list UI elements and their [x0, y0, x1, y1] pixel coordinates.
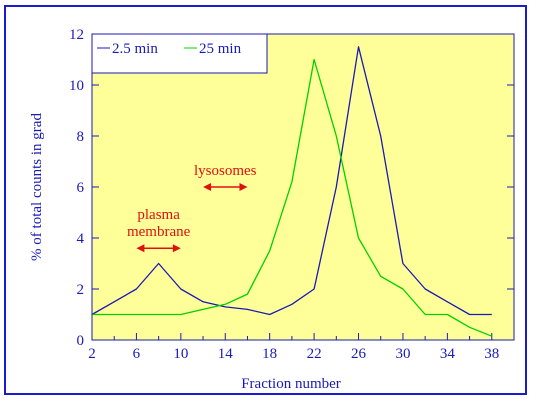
x-tick-label: 26 [351, 346, 367, 362]
y-axis-label: % of total counts in grad [29, 113, 45, 261]
annotation-label: lysosomes [194, 163, 257, 179]
x-tick-label: 38 [484, 346, 499, 362]
y-tick-label: 0 [77, 333, 85, 349]
legend-box [91, 33, 268, 74]
x-axis-ticks: 2 6 10 14 18 22 26 30 34 38 [88, 333, 515, 362]
y-tick-label: 8 [77, 129, 85, 145]
plot-area [92, 34, 514, 340]
x-tick-label: 34 [440, 346, 456, 362]
y-axis-ticks: 0 2 4 6 8 10 12 [69, 27, 514, 349]
legend-label-2-5-min: 2.5 min [112, 41, 158, 57]
x-tick-label: 30 [395, 346, 410, 362]
annotation-label: plasma [137, 207, 180, 223]
annotation-arrow-head-left [136, 244, 145, 253]
x-tick-label: 6 [133, 346, 141, 362]
y-tick-label: 10 [69, 78, 84, 94]
x-tick-label: 10 [173, 346, 188, 362]
y-tick-label: 12 [69, 27, 84, 43]
chart-frame: 0 2 4 6 8 10 12 2 6 10 14 18 22 26 30 34 38 lysosomes pl… [4, 5, 527, 395]
legend: 2.5 min 25 min [91, 33, 268, 74]
legend-label-25-min: 25 min [199, 41, 242, 57]
annotation-arrow-head-left [203, 183, 212, 191]
y-tick-label: 6 [77, 180, 85, 196]
x-tick-label: 18 [262, 346, 277, 362]
y-tick-label: 2 [77, 282, 85, 298]
x-axis-label: Fraction number [241, 376, 341, 392]
x-tick-label: 2 [88, 346, 96, 362]
x-tick-label: 22 [307, 346, 322, 362]
series-line-2-5-min [91, 46, 492, 316]
annotation-label: membrane [127, 224, 191, 240]
annotation-arrow-head-right [172, 244, 181, 253]
annotation-arrow-head-right [239, 183, 248, 191]
x-tick-label: 14 [218, 346, 234, 362]
plot-border [91, 33, 515, 341]
series-line-25-min [92, 58, 493, 337]
series-layer [91, 46, 493, 337]
y-tick-label: 4 [77, 231, 85, 247]
